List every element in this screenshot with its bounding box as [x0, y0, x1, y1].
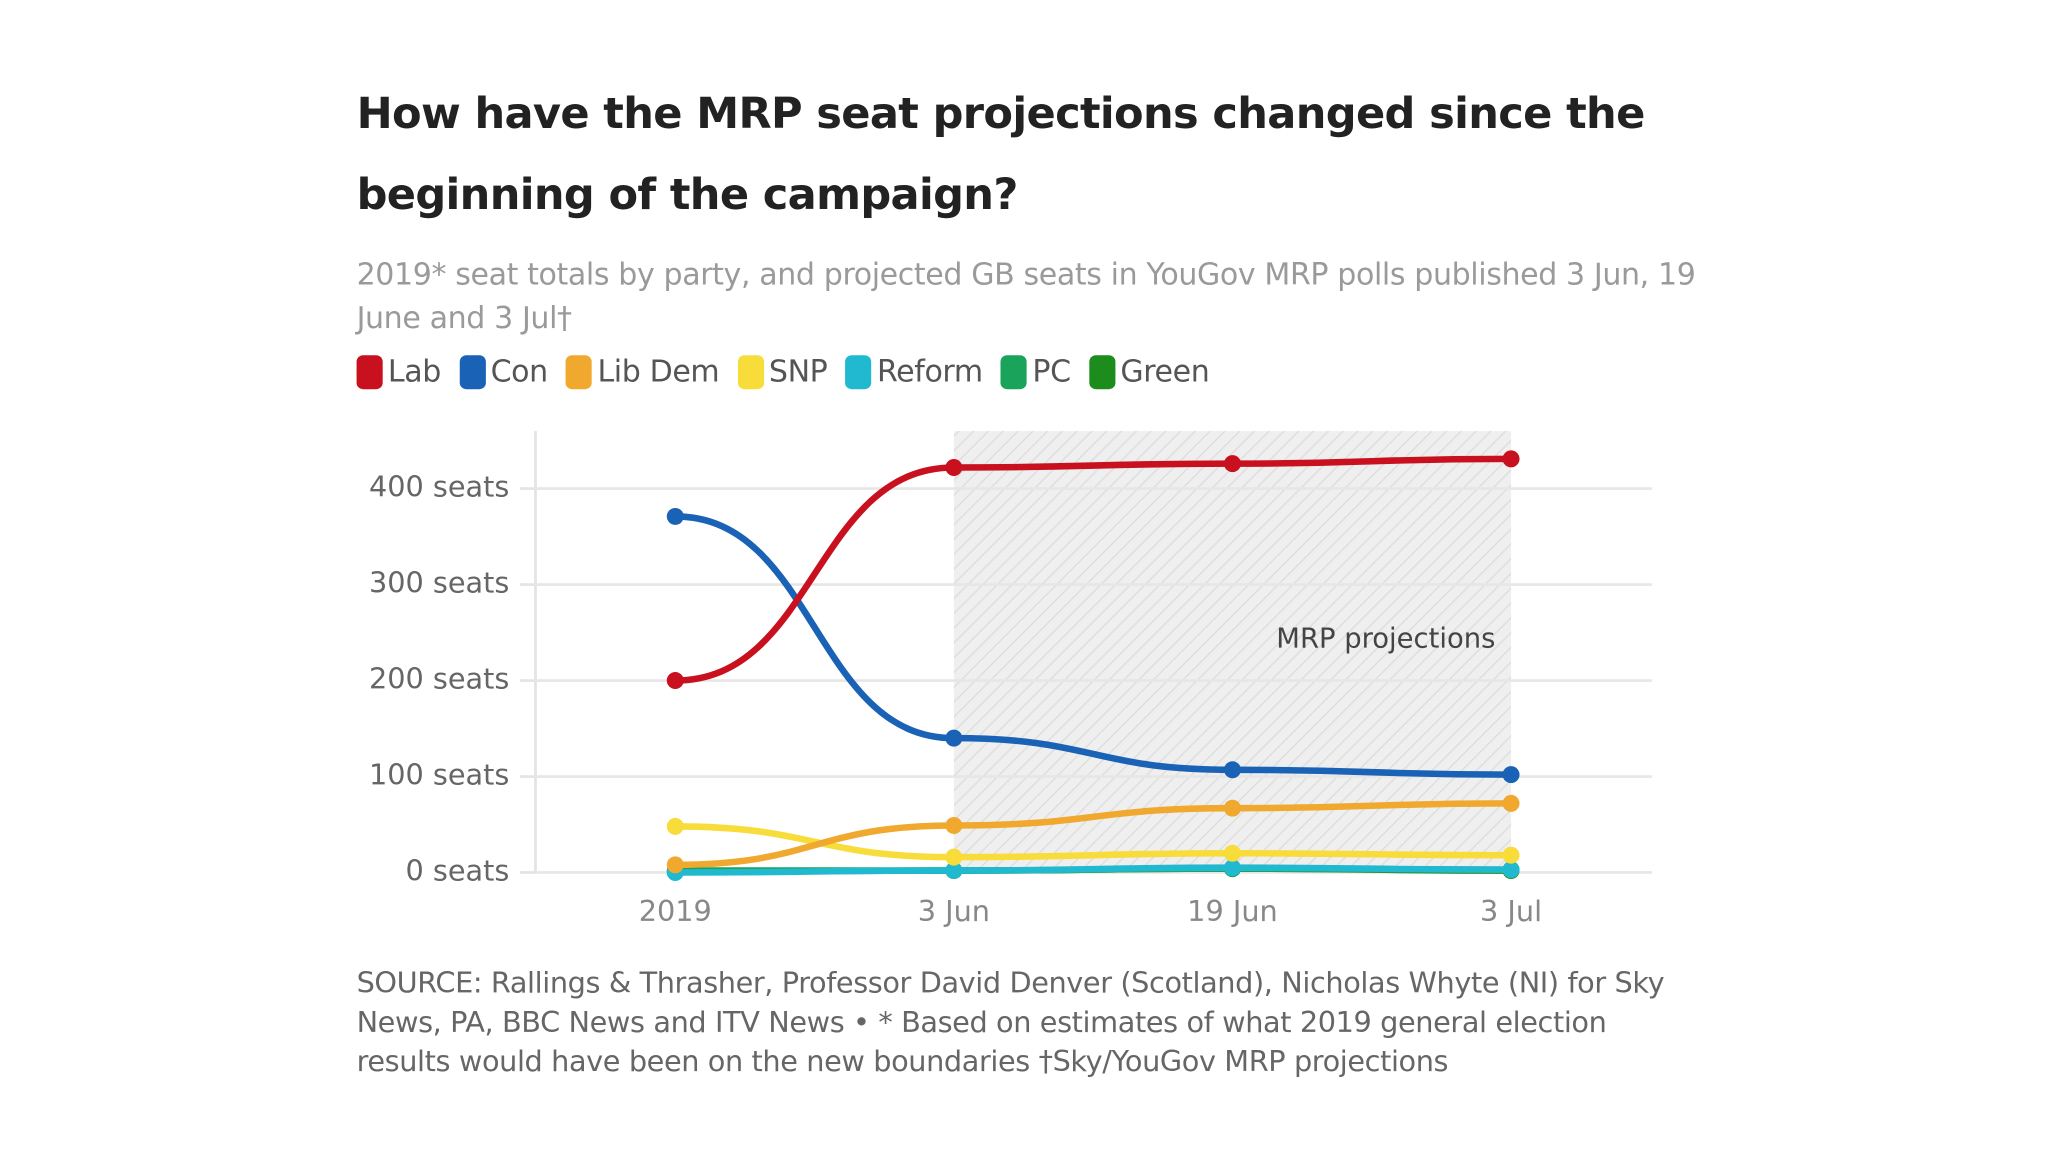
x-tick-label: 2019: [639, 894, 712, 928]
data-point: [945, 458, 963, 476]
data-point: [666, 856, 684, 874]
legend-swatch: [459, 355, 486, 390]
legend-swatch: [845, 355, 872, 390]
x-tick-label: 3 Jun: [918, 894, 990, 928]
data-point: [945, 862, 963, 880]
data-point: [1223, 761, 1241, 779]
source-note: SOURCE: Rallings & Thrasher, Professor D…: [356, 967, 1665, 1079]
data-point: [1502, 794, 1520, 812]
data-point: [945, 848, 963, 866]
legend-item: PC: [1001, 355, 1071, 390]
legend-swatch: [1001, 355, 1028, 390]
data-point: [1223, 859, 1241, 877]
shaded-region: [953, 431, 1512, 873]
y-tick-label: 100 seats: [369, 758, 509, 792]
series-line: [671, 800, 1515, 869]
legend-label: Con: [490, 355, 549, 390]
legend-item: Green: [1088, 355, 1210, 390]
legend-swatch: [1088, 355, 1116, 390]
series-line: [671, 455, 1515, 684]
data-point: [1502, 861, 1520, 879]
legend-item: Reform: [845, 355, 983, 390]
chart-title: How have the MRP seat projections change…: [356, 87, 1646, 220]
data-point: [945, 729, 963, 747]
x-tick-label: 3 Jul: [1480, 894, 1542, 928]
data-point: [1502, 846, 1520, 864]
data-point: [1223, 799, 1241, 817]
data-point: [666, 507, 684, 525]
legend-label: Reform: [877, 355, 983, 390]
legend-label: Green: [1120, 355, 1210, 390]
series-line: [671, 823, 1515, 861]
legend-label: Lib Dem: [597, 355, 720, 390]
chart-subtitle: 2019* seat totals by party, and projecte…: [356, 258, 1696, 336]
y-tick-label: 200 seats: [369, 662, 509, 696]
data-point: [1223, 455, 1241, 473]
y-tick-label: 300 seats: [369, 566, 509, 600]
data-point: [1502, 450, 1520, 468]
legend-label: Lab: [387, 355, 441, 390]
data-point: [666, 817, 684, 835]
legend-item: Lib Dem: [566, 355, 720, 390]
y-tick-label: 0 seats: [406, 853, 510, 887]
legend-label: PC: [1032, 355, 1071, 390]
legend-item: SNP: [737, 355, 828, 390]
data-point: [1502, 766, 1520, 784]
legend-swatch: [737, 355, 764, 390]
legend-swatch: [566, 355, 593, 390]
legend-label: SNP: [768, 355, 828, 390]
x-tick-label: 19 Jun: [1187, 894, 1278, 928]
shade-label: MRP projections: [1276, 623, 1495, 654]
data-point: [945, 816, 963, 834]
series-line: [671, 864, 1515, 876]
legend: Lab Con Lib Dem SNP Reform PC Green: [356, 355, 1210, 390]
legend-swatch: [356, 355, 383, 390]
legend-item: Con: [459, 355, 549, 390]
data-point: [1223, 844, 1241, 862]
data-point: [666, 672, 684, 690]
y-tick-label: 400 seats: [369, 470, 509, 504]
legend-item: Lab: [356, 355, 441, 390]
